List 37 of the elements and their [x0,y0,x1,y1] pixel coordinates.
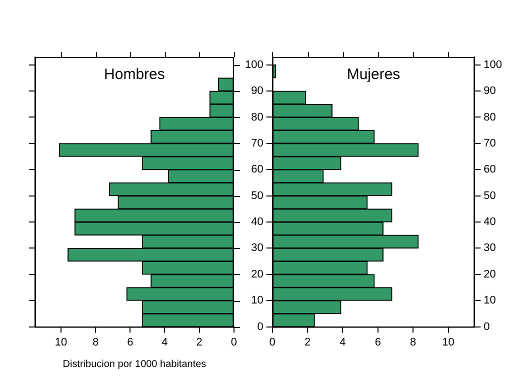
y-tick-label: 100 [484,58,502,71]
y2-tick-label: 30 [251,242,264,254]
y-tick-label: 10 [484,294,496,307]
x-tick-label: 10 [442,336,454,348]
x-tick-label: 2 [304,336,311,348]
x-tick-label: 8 [410,336,416,348]
y2-tick-label: 0 [257,320,264,333]
y-tick-label: 70 [484,137,496,150]
y2-tick-label: 10 [251,294,264,307]
y2-tick-label: 100 [244,58,264,71]
x-axis-title: Distribucion por 1000 habitantes [62,358,206,370]
y2-tick-label: 70 [251,137,264,150]
y-tick-label: 30 [484,242,496,254]
x-tick-label: 10 [54,336,68,348]
y2-tick-label: 50 [251,190,264,202]
text: Mujeres [346,66,400,84]
y2-tick-label: 20 [251,268,264,280]
x-tick-label: 0 [230,336,238,348]
y-tick-label: 40 [484,216,496,228]
x-tick-label: 6 [374,336,381,348]
y2-tick-label: 80 [251,111,264,124]
y-tick-label: 90 [484,85,496,98]
x-tick-label: 4 [162,336,168,348]
x-tick-label: 6 [127,336,134,348]
x-tick-label: 4 [340,336,346,348]
y-tick-label: 80 [484,111,496,124]
x-tick-label: 8 [92,336,99,348]
y-tick-label: 50 [484,190,496,202]
x-tick-label: 2 [196,336,202,348]
y-tick-label: 0 [484,320,490,333]
y2-tick-label: 90 [251,85,264,98]
text: Hombres [104,66,165,84]
y-tick-label: 60 [484,164,496,176]
y2-tick-label: 60 [251,164,264,176]
x-tick-label: 0 [269,336,276,348]
y-tick-label: 20 [484,268,496,280]
y2-tick-label: 40 [251,216,264,228]
